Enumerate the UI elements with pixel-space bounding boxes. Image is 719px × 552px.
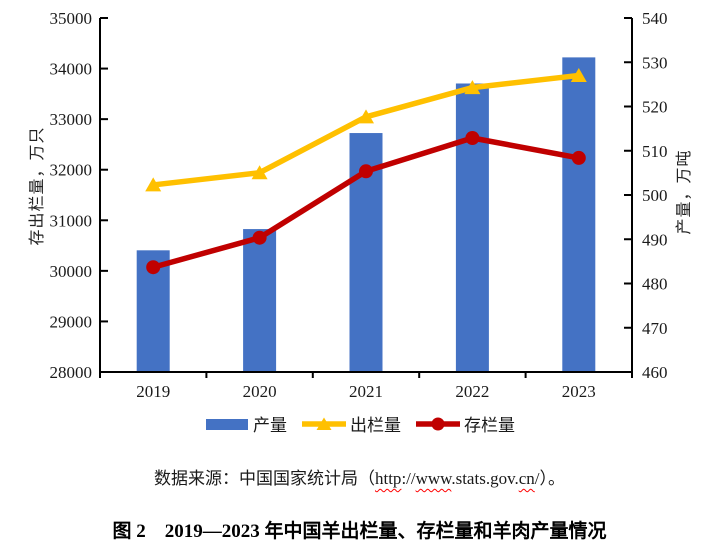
x-category-label: 2019: [136, 382, 170, 401]
bar-2022: [455, 83, 489, 373]
left-tick-label: 28000: [50, 363, 93, 382]
circle-marker: [359, 164, 373, 179]
left-tick-label: 35000: [50, 9, 93, 28]
x-category-label: 2021: [349, 382, 383, 401]
legend-label: 产量: [253, 416, 287, 435]
source-text: /: [534, 469, 540, 488]
triangle-marker: [251, 165, 268, 180]
left-tick-label: 29000: [50, 312, 93, 331]
source-text: 数据来源：中国国家统计局（: [153, 469, 375, 488]
legend-item: 出栏量: [301, 411, 401, 436]
bar-series: [136, 57, 596, 373]
source-text-squiggled: www: [415, 469, 452, 488]
right-tick-label: 530: [642, 53, 668, 72]
circle-marker: [571, 150, 586, 165]
circle-marker: [252, 230, 267, 245]
legend-line-swatch: [302, 417, 346, 430]
x-category-label: 2022: [455, 382, 489, 401]
triangle-marker: [358, 109, 374, 124]
right-tick-label: 480: [642, 275, 668, 294]
axes: [99, 17, 633, 378]
triangle-marker: [570, 67, 587, 82]
line-series-group: [145, 67, 587, 192]
triangle-marker: [464, 80, 481, 95]
right-tick-label: 540: [642, 9, 668, 28]
right-tick-label: 460: [642, 363, 668, 382]
combo-chart: 28000 29000 30000 31000 32000 33000 34000 35000…: [50, 9, 668, 401]
bar-2020: [243, 229, 277, 372]
right-tick-label: 510: [642, 142, 668, 161]
x-category-label: 2023: [562, 382, 596, 401]
source-text: .stats.gov.: [451, 469, 519, 488]
right-tick-label: 520: [642, 98, 668, 117]
data-source-text: 数据来源：中国国家统计局（http://www.stats.gov.cn/）。: [0, 464, 719, 489]
source-text-squiggled: http: [374, 469, 402, 488]
right-axis-title: 产量，万吨: [676, 149, 693, 235]
figure-caption: 图 2 2019—2023 年中国羊出栏量、存栏量和羊肉产量情况: [112, 521, 607, 542]
source-text: ://: [401, 469, 416, 488]
legend-label: 出栏量: [350, 416, 401, 435]
x-category-label: 2020: [243, 382, 277, 401]
right-tick-label: 500: [642, 186, 668, 205]
legend-bar-swatch: [206, 418, 248, 430]
legend-item: 存栏量: [415, 411, 515, 436]
circle-marker: [465, 131, 480, 146]
circle-marker: [146, 260, 161, 275]
source-text: ）。: [539, 469, 566, 488]
legend-line-swatch: [416, 417, 460, 430]
triangle-marker: [145, 177, 162, 192]
legend-label: 存栏量: [464, 416, 515, 435]
line-series-group: [146, 131, 586, 275]
source-text-squiggled: cn: [518, 469, 535, 488]
legend-item: 产量: [204, 411, 287, 436]
left-axis-title: 存出栏量，万只: [29, 126, 46, 246]
left-tick-label: 33000: [50, 110, 93, 129]
bar-2023: [562, 57, 596, 372]
left-tick-label: 31000: [50, 211, 93, 230]
left-tick-label: 30000: [50, 262, 93, 281]
right-tick-label: 490: [642, 230, 668, 249]
chart-legend: 产量 出栏量 存栏量: [0, 411, 719, 436]
left-tick-label: 34000: [50, 60, 93, 79]
right-tick-label: 470: [642, 319, 668, 338]
left-tick-label: 32000: [50, 161, 93, 180]
